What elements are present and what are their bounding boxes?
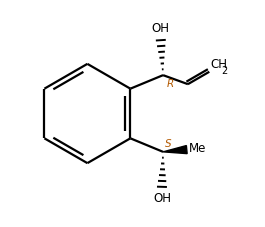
Text: R: R bbox=[167, 79, 174, 89]
Polygon shape bbox=[163, 146, 187, 154]
Text: S: S bbox=[165, 139, 172, 149]
Text: OH: OH bbox=[152, 22, 170, 35]
Text: Me: Me bbox=[189, 142, 206, 155]
Text: CH: CH bbox=[210, 58, 227, 71]
Text: OH: OH bbox=[153, 192, 171, 205]
Text: 2: 2 bbox=[221, 66, 227, 76]
